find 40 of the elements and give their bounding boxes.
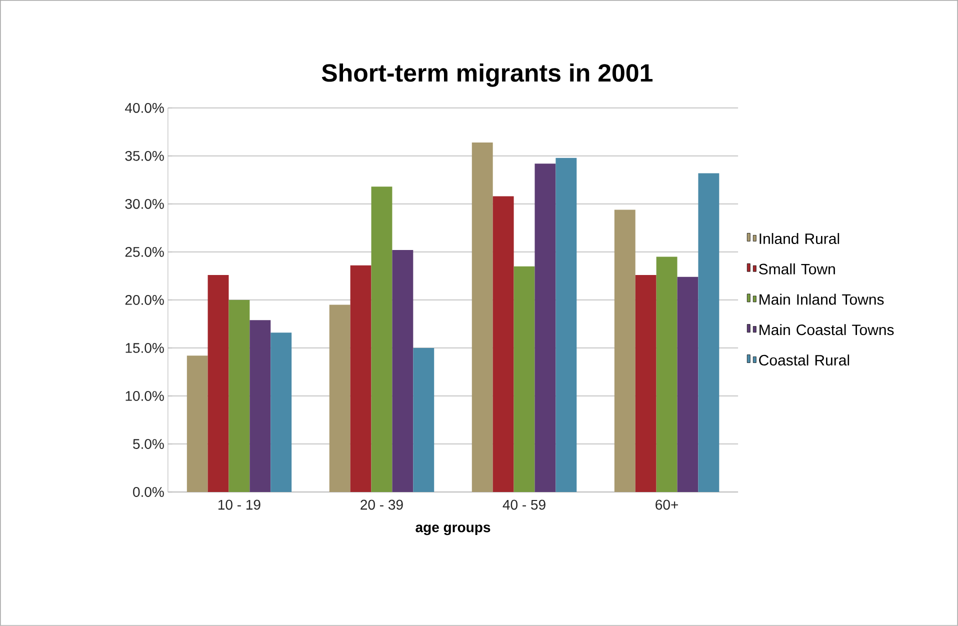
bar — [228, 300, 250, 492]
bar — [514, 266, 535, 492]
bar — [371, 186, 392, 492]
legend-label: Main Inland Towns — [760, 294, 884, 305]
legend-label: Coastal Rural — [759, 354, 850, 366]
y-tick-label: 30.0% — [125, 199, 164, 209]
bar — [186, 356, 208, 492]
y-tick-label: 40.0% — [125, 102, 164, 113]
bar — [208, 275, 229, 492]
bar — [250, 320, 271, 492]
y-tick-label: 15.0% — [126, 343, 164, 353]
bar — [534, 164, 556, 492]
x-tick-label: 20 - 39 — [360, 500, 403, 510]
bar — [614, 210, 636, 492]
bar — [472, 142, 493, 492]
y-tick-label: 35.0% — [125, 150, 164, 161]
x-axis-title: age groups — [416, 524, 490, 536]
x-tick-label: 60+ — [656, 500, 678, 510]
bar — [698, 173, 720, 492]
y-tick-label: 10.0% — [126, 391, 164, 401]
y-tick-label: 0.0% — [133, 487, 164, 497]
bar — [392, 250, 414, 492]
bar — [413, 348, 434, 492]
bar — [270, 332, 292, 492]
legend-label: Main Coastal Towns — [760, 324, 894, 336]
bar — [350, 265, 372, 492]
bar — [329, 304, 350, 492]
legend-label: Small Town — [759, 263, 835, 274]
bar — [635, 275, 656, 492]
y-tick-label: 20.0% — [125, 295, 164, 305]
bar — [677, 276, 698, 492]
y-tick-label: 5.0% — [133, 439, 164, 449]
legend-label: Inland Rural — [760, 233, 840, 244]
bar — [492, 196, 514, 492]
bar — [656, 256, 678, 492]
y-tick-label: 25.0% — [125, 247, 164, 257]
x-tick-label: 10 - 19 — [218, 500, 260, 510]
bar — [556, 158, 577, 492]
chart-title: Short-term migrants in 2001 — [322, 63, 653, 87]
x-tick-label: 40 - 59 — [502, 500, 546, 510]
